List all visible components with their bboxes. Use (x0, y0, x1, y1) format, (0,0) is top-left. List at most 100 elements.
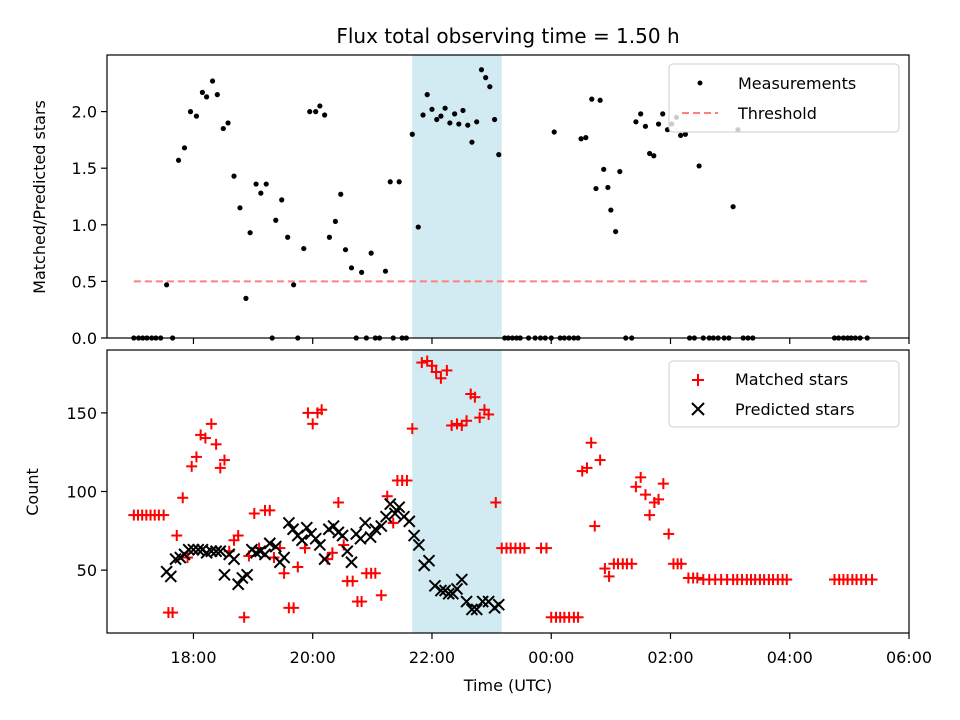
measurement-point (487, 84, 493, 90)
top-y-tick-label: 0.5 (72, 272, 97, 291)
measurement-point (342, 247, 349, 253)
measurement-point (474, 119, 480, 125)
matched-star-point (589, 520, 601, 532)
predicted-star-point (214, 545, 227, 558)
matched-star-point (518, 542, 530, 554)
predicted-star-point (455, 573, 468, 586)
matched-star-points (128, 355, 878, 623)
predicted-star-point (309, 532, 322, 545)
predicted-star-point (450, 582, 464, 596)
measurement-point (420, 112, 426, 118)
measurement-point (247, 230, 253, 236)
predicted-star-point (379, 510, 393, 523)
bottom-y-ticks: 50 100 150 (66, 404, 107, 580)
matched-star-point (630, 481, 642, 493)
matched-star-point (302, 407, 314, 419)
measurement-point (491, 116, 498, 123)
chart-title: Flux total observing time = 1.50 h (336, 24, 679, 48)
predicted-star-point (277, 551, 291, 564)
measurement-point (678, 132, 684, 138)
measurement-point (583, 135, 589, 141)
predicted-star-point (263, 537, 276, 550)
measurement-point (589, 96, 595, 102)
predicted-star-point (318, 552, 331, 566)
measurement-point (605, 184, 611, 191)
legend-measurement-marker (697, 80, 703, 86)
measurement-point (438, 113, 444, 119)
measurement-point (593, 185, 599, 192)
measurement-point (199, 89, 206, 95)
predicted-star-point (240, 568, 254, 582)
measurement-point (633, 119, 639, 125)
matched-star-point (456, 419, 468, 431)
predicted-star-point (295, 534, 309, 547)
measurement-point (209, 78, 216, 84)
matched-star-point (347, 575, 359, 587)
predicted-star-point (341, 545, 354, 558)
predicted-star-point (227, 552, 241, 566)
measurement-point (243, 295, 249, 301)
matched-star-point (469, 391, 481, 403)
matched-star-point (375, 589, 387, 601)
matched-star-point (214, 462, 226, 474)
measurement-point (285, 234, 291, 240)
measurement-point (301, 245, 307, 252)
predicted-star-point (412, 538, 426, 552)
matched-star-point (158, 509, 170, 521)
predicted-star-point (231, 578, 245, 591)
matched-star-point (369, 567, 381, 579)
matched-star-point (218, 454, 230, 466)
measurement-point (220, 125, 226, 132)
matched-star-point (264, 504, 276, 516)
x-tick-label: 06:00 (886, 648, 932, 667)
matched-star-point (210, 438, 222, 450)
measurement-point (642, 123, 649, 129)
bottom-x-ticks: 18:00 20:00 22:00 00:00 02:00 04:00 06:00 (170, 633, 932, 667)
predicted-star-point (187, 543, 200, 556)
matched-star-point (663, 528, 675, 540)
matched-star-point (675, 558, 687, 570)
predicted-star-point (205, 545, 218, 558)
legend-threshold-label: Threshold (737, 104, 817, 123)
predicted-star-point (470, 603, 483, 616)
x-axis-label: Time (UTC) (463, 676, 552, 695)
matched-star-point (205, 418, 217, 430)
x-tick-label: 22:00 (409, 648, 455, 667)
matched-star-point (461, 415, 473, 427)
measurement-point (434, 116, 440, 123)
legend-matched-label: Matched stars (735, 370, 848, 389)
matched-star-point (406, 423, 418, 435)
matched-star-point (199, 432, 211, 444)
measurement-point (175, 157, 182, 163)
measurement-point (273, 217, 279, 223)
matched-star-point (540, 542, 552, 554)
measurement-point (469, 139, 475, 145)
measurement-point (382, 268, 389, 274)
bottom-axes-frame (106, 349, 910, 634)
predicted-star-point (282, 516, 296, 530)
predicted-star-point (327, 519, 340, 533)
top-y-tick-label: 0.0 (72, 329, 97, 348)
predicted-star-point (313, 538, 327, 552)
predicted-star-point (388, 507, 402, 520)
bottom-y-tick-label: 50 (77, 561, 97, 580)
matched-star-point (292, 561, 304, 573)
measurement-point (181, 145, 188, 151)
measurement-point (187, 109, 194, 115)
measurement-point (415, 224, 421, 230)
matched-star-point (288, 602, 300, 614)
matched-star-point (316, 404, 328, 416)
predicted-star-point (258, 548, 272, 561)
top-panel: 0.00.51.01.52.0 Matched/Predicted stars … (30, 54, 910, 348)
measurement-point (465, 122, 471, 128)
predicted-star-point (403, 515, 416, 528)
legend-measurements-label: Measurements (738, 74, 856, 93)
measurement-point (164, 282, 170, 288)
predicted-star-point (300, 521, 313, 534)
matched-star-point (626, 558, 638, 570)
predicted-star-point (369, 523, 382, 536)
measurement-point (424, 92, 430, 98)
predicted-star-point (286, 523, 300, 536)
